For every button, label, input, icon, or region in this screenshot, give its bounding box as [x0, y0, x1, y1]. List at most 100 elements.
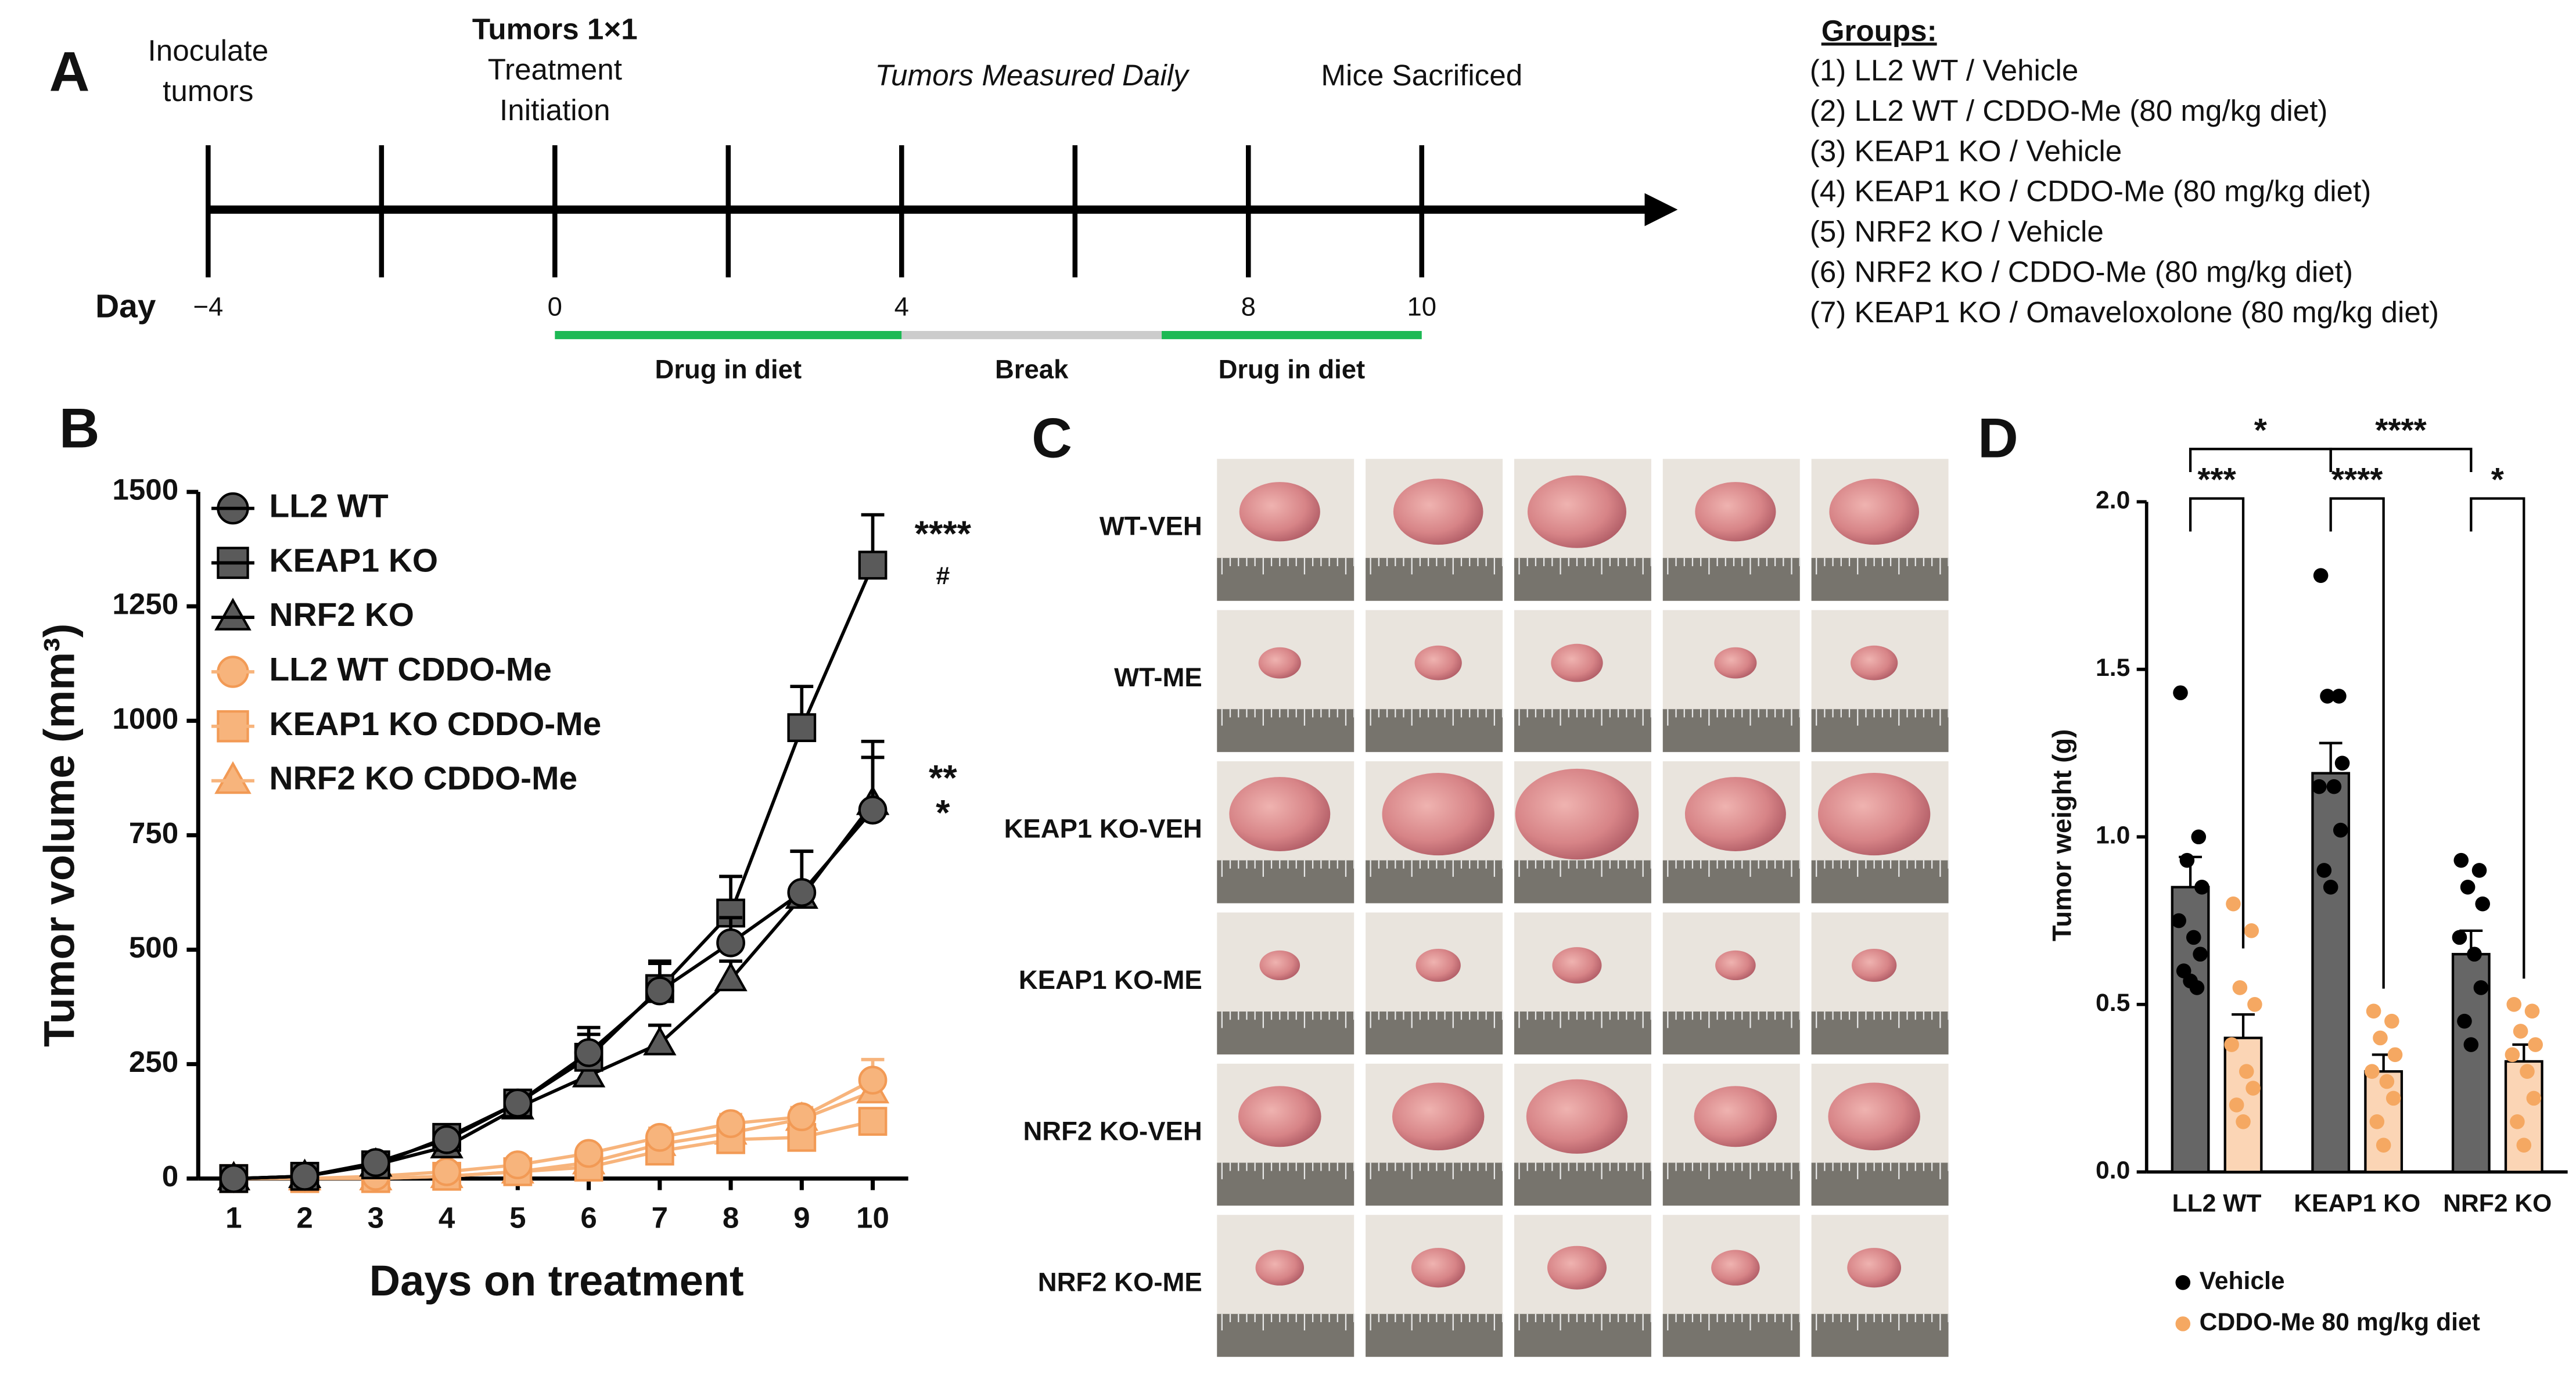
tumor	[1828, 1082, 1920, 1151]
tumor	[1415, 949, 1461, 982]
data-point	[2505, 1047, 2520, 1063]
timeline-day-label: 10	[1407, 292, 1436, 322]
tumor-photo	[1811, 1063, 1949, 1206]
data-point	[574, 1038, 603, 1067]
data-point	[2526, 1090, 2542, 1106]
tumor-photo	[1366, 761, 1504, 904]
data-point	[2379, 1074, 2395, 1089]
ruler	[1811, 1162, 1949, 1206]
data-point	[2313, 568, 2329, 583]
legend-marker	[214, 761, 252, 794]
tumor	[1414, 645, 1462, 681]
data-point	[787, 713, 817, 743]
tumor-photo	[1662, 761, 1801, 904]
group-item: (3) KEAP1 KO / Vehicle	[1810, 134, 2122, 167]
data-point	[2510, 1114, 2525, 1129]
ruler	[1811, 557, 1949, 601]
data-point	[2333, 822, 2348, 838]
phase-label: Drug in diet	[655, 355, 802, 384]
data-point	[2179, 852, 2195, 868]
tumor-photo	[1217, 761, 1355, 904]
tumor-photo	[1514, 459, 1652, 601]
data-point	[2364, 1064, 2380, 1079]
row-label: NRF2 KO-ME	[1038, 1268, 1202, 1297]
data-point	[2224, 1037, 2239, 1052]
timeline-event-label: Inoculate	[148, 34, 269, 67]
data-point	[2473, 980, 2489, 995]
data-point	[787, 878, 817, 907]
phase-label: Drug in diet	[1219, 355, 1366, 384]
tumor-photo	[1366, 1063, 1504, 1206]
ruler	[1366, 1162, 1503, 1206]
tumor-photo	[1217, 610, 1355, 753]
tumor	[1694, 1086, 1777, 1147]
tumor-photo	[1217, 1215, 1355, 1357]
y-tick-label: 750	[129, 816, 178, 850]
data-point	[2311, 779, 2327, 794]
ruler	[1366, 1313, 1503, 1357]
tumor-photo	[1514, 912, 1652, 1054]
y-tick-label: 250	[129, 1045, 178, 1078]
tumor	[1714, 647, 1757, 679]
ruler	[1366, 557, 1503, 601]
tumor-photo	[1217, 912, 1355, 1054]
data-point	[2189, 980, 2205, 995]
tumor	[1711, 1250, 1760, 1286]
tumor	[1239, 482, 1320, 542]
tumor	[1695, 482, 1776, 542]
tumor-photo	[1811, 761, 1949, 904]
groups-title: Groups:	[1821, 14, 1937, 47]
tumor	[1411, 1248, 1465, 1288]
data-point	[2232, 980, 2248, 995]
data-point	[2246, 1081, 2261, 1096]
data-point	[2516, 1138, 2532, 1153]
legend-label: NRF2 KO	[270, 597, 414, 633]
tumor-photo	[1366, 912, 1504, 1054]
data-point	[361, 1148, 390, 1177]
ruler	[1217, 1012, 1355, 1054]
data-point	[2334, 755, 2350, 771]
panel-label: A	[49, 41, 90, 103]
y-tick-label: 0.0	[2096, 1157, 2130, 1185]
tumor-photo	[1366, 459, 1504, 601]
data-point	[2452, 930, 2467, 945]
data-point	[2366, 1003, 2381, 1019]
data-point	[2186, 930, 2201, 945]
timeline-event-label: Initiation	[500, 93, 610, 127]
timeline-event-label: Tumors 1×1	[472, 13, 638, 46]
significance-label: ****	[915, 513, 972, 554]
tumor-photo	[1366, 1215, 1504, 1357]
data-point	[858, 550, 888, 580]
ruler	[1811, 860, 1949, 904]
ruler	[1662, 557, 1800, 601]
data-point	[574, 1139, 603, 1168]
legend-marker	[2175, 1316, 2191, 1331]
ruler	[1662, 1012, 1800, 1054]
data-point	[2171, 913, 2186, 928]
data-point	[2528, 1037, 2543, 1052]
legend-label: Vehicle	[2200, 1267, 2285, 1295]
data-point	[572, 1057, 606, 1088]
data-point	[2373, 1030, 2388, 1046]
tumor	[1847, 1248, 1902, 1288]
tumor	[1552, 947, 1602, 984]
data-point	[2226, 896, 2241, 912]
timeline-day-label: 4	[894, 292, 909, 322]
tumor	[1255, 1250, 1305, 1286]
data-point	[2173, 685, 2188, 700]
data-point	[2316, 863, 2332, 878]
tumor-photo	[1662, 1215, 1801, 1357]
panel-label: D	[1978, 407, 2018, 469]
tumor	[1526, 1079, 1628, 1154]
tumor	[1547, 1246, 1607, 1290]
tumor	[1259, 950, 1300, 981]
group-item: (1) LL2 WT / Vehicle	[1810, 54, 2079, 87]
ruler	[1366, 860, 1503, 904]
group-item: (2) LL2 WT / CDDO-Me (80 mg/kg diet)	[1810, 94, 2328, 127]
tumor	[1715, 950, 1756, 981]
y-tick-label: 500	[129, 931, 178, 964]
tumor	[1229, 777, 1331, 851]
tumor	[1392, 1082, 1485, 1151]
ruler	[1217, 1313, 1355, 1357]
data-point	[432, 1125, 461, 1154]
